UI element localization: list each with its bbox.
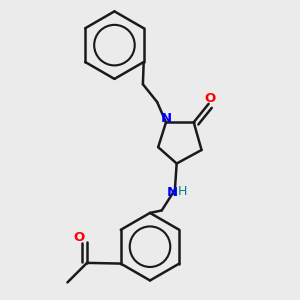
Text: H: H xyxy=(178,185,188,198)
Text: N: N xyxy=(167,186,178,199)
Text: N: N xyxy=(160,112,172,124)
Text: O: O xyxy=(205,92,216,105)
Text: O: O xyxy=(74,232,85,244)
